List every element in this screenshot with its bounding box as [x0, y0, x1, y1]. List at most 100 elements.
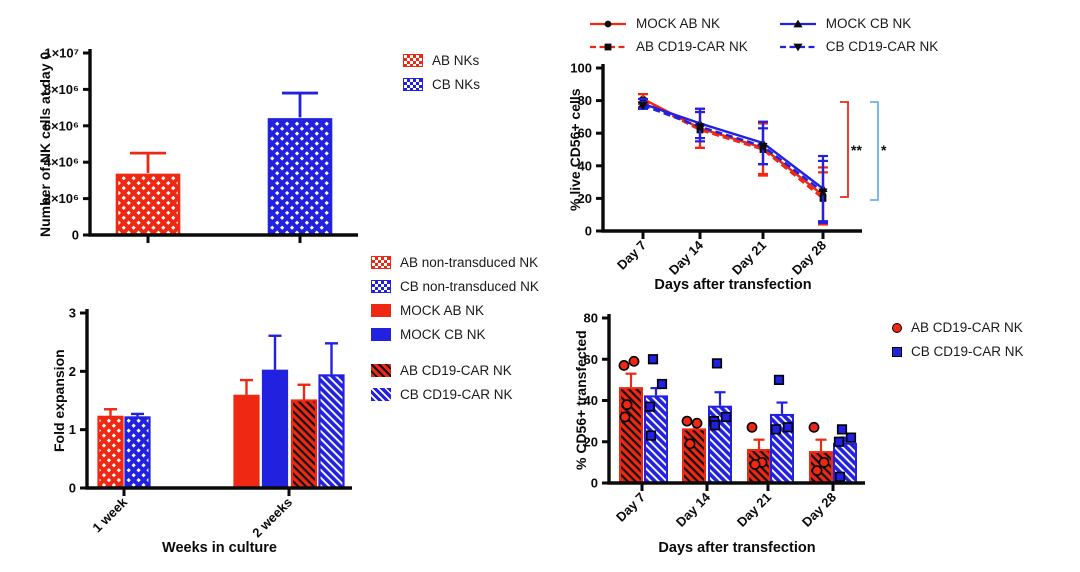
x-tick-label: 1 week [89, 494, 130, 535]
y-tick-label: 20 [584, 434, 598, 449]
x-tick-label: Day 21 [734, 490, 774, 530]
legend-item: CB NKs [403, 77, 480, 92]
significance-label: ** [851, 142, 862, 158]
legend-label: AB CD19-CAR NK [911, 320, 1023, 335]
legend-label: MOCK CB NK [825, 16, 912, 31]
data-point-square [720, 411, 732, 423]
legend-live-cd56: MOCK AB NK AB CD19-CAR NK MOCK CB NK CB CD1… [588, 12, 938, 58]
y-tick-label: 1×10⁷ [44, 46, 79, 61]
legend-item: CB CD19-CAR NK [371, 387, 539, 402]
triangle-down-marker [793, 43, 803, 51]
y-tick-label: 100 [570, 61, 592, 76]
data-point-square [656, 378, 668, 390]
data-point-circle [746, 421, 758, 433]
square-marker [604, 43, 612, 50]
x-tick-label: Day 28 [789, 238, 829, 278]
legend-label: AB NKs [432, 53, 480, 68]
significance-label: * [881, 142, 887, 158]
y-axis-title-fold-expansion: Fold expansion [51, 349, 67, 452]
legend-label: AB non-transduced NK [400, 255, 539, 270]
x-tick-label: Day 7 [613, 490, 648, 525]
triangle-up-marker [793, 19, 803, 27]
significance-bracket [870, 101, 879, 201]
checker-blue-swatch [371, 280, 391, 293]
legend-item: AB CD19-CAR NK [371, 363, 539, 378]
x-tick-label: Day 28 [799, 490, 839, 530]
chart-cd56-transfected: 0 20 40 60 80 Day 7 Day 14 Day 21 Day 28 [584, 311, 865, 530]
x-tick-label: Day 14 [673, 489, 714, 530]
dashed-square-legend-key [590, 43, 626, 50]
legend-item: AB non-transduced NK [371, 255, 539, 270]
legend-item: AB CD19-CAR NK [892, 320, 1024, 335]
data-point-circle [618, 360, 630, 371]
data-point-circle [621, 399, 633, 411]
x-axis-title-cd56-transfected: Days after transfection [658, 540, 816, 556]
chart-nk-day0: 0 2×10⁶ 4×10⁶ 6×10⁶ 8×10⁶ 1×10⁷ [44, 46, 358, 243]
data-point-circle [811, 465, 823, 477]
bar [261, 369, 289, 490]
y-tick-label: 0 [69, 481, 76, 496]
legend-label: CB NKs [432, 77, 481, 92]
solid-red-swatch [371, 304, 391, 317]
x-tick-label: Day 14 [666, 237, 707, 278]
x-axis-title-fold-expansion: Weeks in culture [162, 540, 277, 556]
circle-red-legend-marker [892, 322, 902, 333]
solid-circle-legend-key [590, 20, 626, 27]
data-point-square [645, 430, 657, 441]
bar [115, 173, 181, 237]
data-point-circle [619, 411, 631, 423]
y-tick-label: 60 [578, 126, 592, 141]
data-point-circle [681, 415, 693, 427]
data-point-circle [684, 438, 696, 450]
legend-fold-expansion: AB non-transduced NK CB non-transduced NK… [371, 255, 539, 402]
y-tick-label: 40 [584, 393, 598, 408]
bar [267, 118, 333, 237]
legend-label: AB CD19-CAR NK [636, 39, 748, 54]
legend-item: CB CD19-CAR NK [892, 344, 1024, 359]
y-tick-label: 1 [69, 422, 76, 437]
data-point-square [845, 432, 857, 443]
y-tick-label: 0 [72, 228, 79, 243]
bar [318, 374, 345, 490]
x-tick-label: Day 21 [729, 238, 769, 278]
legend-label: AB CD19-CAR NK [400, 363, 512, 378]
y-tick-label: 80 [578, 93, 592, 108]
legend-label: CB CD19-CAR NK [400, 387, 513, 402]
legend-item: MOCK AB NK [588, 16, 748, 31]
legend-label: CB CD19-CAR NK [825, 39, 939, 54]
legend-item: AB NKs [403, 53, 480, 68]
data-point-circle [808, 421, 820, 433]
data-point-circle [628, 355, 640, 367]
triangle-down-marker [758, 142, 768, 151]
y-tick-label: 2×10⁶ [44, 191, 79, 206]
data-point-square [773, 374, 785, 385]
legend-item: MOCK AB NK [371, 303, 539, 318]
significance-bracket [840, 101, 849, 198]
data-point-square [711, 358, 723, 369]
y-tick-label: 20 [578, 191, 592, 206]
series-line [642, 104, 824, 193]
data-point-square [834, 471, 846, 482]
legend-item: CB CD19-CAR NK [778, 39, 939, 54]
checker-blue-swatch [403, 78, 423, 91]
data-point-circle [818, 456, 830, 468]
circle-marker [604, 20, 612, 27]
triangle-down-marker [638, 102, 648, 110]
x-axis-title-live-cd56: Days after transfection [654, 277, 812, 293]
x-tick-label: 2 weeks [249, 495, 295, 541]
data-point-square [644, 401, 656, 412]
legend-label: MOCK CB NK [400, 327, 486, 342]
series-line [642, 102, 824, 190]
bar [233, 394, 260, 490]
y-axis-title-live-cd56: % live CD56+ cells [567, 88, 583, 211]
legend-nk-day0: AB NKs CB NKs [403, 53, 480, 92]
data-point-circle [691, 417, 703, 429]
bar [97, 415, 124, 490]
data-point-square [770, 424, 782, 435]
y-tick-label: 80 [584, 311, 598, 326]
data-point-square [833, 436, 845, 447]
y-tick-label: 0 [591, 476, 598, 491]
